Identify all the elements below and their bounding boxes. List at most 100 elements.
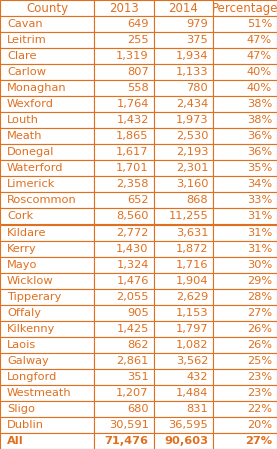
Bar: [0, 0, 94, 16]
Bar: [213, 417, 277, 433]
Bar: [213, 208, 277, 224]
Text: 3,562: 3,562: [176, 356, 208, 366]
Text: Clare: Clare: [7, 51, 36, 61]
Text: Kilkenny: Kilkenny: [7, 324, 55, 334]
Bar: [154, 241, 213, 256]
Bar: [94, 337, 154, 353]
Text: Offaly: Offaly: [7, 308, 41, 318]
Bar: [154, 353, 213, 369]
Bar: [154, 64, 213, 80]
Text: 38%: 38%: [247, 115, 272, 125]
Bar: [0, 305, 94, 321]
Bar: [154, 208, 213, 224]
Bar: [213, 193, 277, 208]
Text: 1,716: 1,716: [176, 260, 208, 269]
Text: Mayo: Mayo: [7, 260, 37, 269]
Bar: [213, 369, 277, 385]
Bar: [154, 224, 213, 241]
Bar: [0, 48, 94, 64]
Bar: [213, 273, 277, 289]
Text: 90,603: 90,603: [164, 436, 208, 446]
Bar: [94, 208, 154, 224]
Text: Wicklow: Wicklow: [7, 276, 53, 286]
Bar: [94, 433, 154, 449]
Text: Longford: Longford: [7, 372, 57, 382]
Text: 38%: 38%: [247, 99, 272, 109]
Bar: [94, 241, 154, 256]
Text: 831: 831: [186, 404, 208, 414]
Text: 3,160: 3,160: [176, 180, 208, 189]
Bar: [0, 80, 94, 96]
Bar: [0, 144, 94, 160]
Bar: [213, 337, 277, 353]
Text: 2,861: 2,861: [116, 356, 149, 366]
Text: 1,153: 1,153: [176, 308, 208, 318]
Bar: [154, 96, 213, 112]
Text: 1,476: 1,476: [116, 276, 149, 286]
Text: 680: 680: [127, 404, 149, 414]
Text: 47%: 47%: [247, 35, 272, 45]
Bar: [0, 96, 94, 112]
Bar: [0, 273, 94, 289]
Text: 1,872: 1,872: [176, 243, 208, 254]
Text: 1,973: 1,973: [176, 115, 208, 125]
Bar: [94, 289, 154, 305]
Bar: [94, 224, 154, 241]
Text: 26%: 26%: [247, 340, 272, 350]
Text: 255: 255: [127, 35, 149, 45]
Text: 1,082: 1,082: [176, 340, 208, 350]
Text: All: All: [7, 436, 24, 446]
Text: Cork: Cork: [7, 211, 33, 221]
Bar: [154, 16, 213, 32]
Bar: [213, 160, 277, 176]
Bar: [154, 0, 213, 16]
Text: 1,797: 1,797: [176, 324, 208, 334]
Bar: [94, 321, 154, 337]
Bar: [0, 417, 94, 433]
Bar: [94, 417, 154, 433]
Text: 1,617: 1,617: [116, 147, 149, 157]
Text: 2013: 2013: [109, 1, 139, 14]
Text: 649: 649: [127, 19, 149, 29]
Bar: [213, 241, 277, 256]
Text: Leitrim: Leitrim: [7, 35, 47, 45]
Bar: [0, 64, 94, 80]
Bar: [213, 64, 277, 80]
Bar: [94, 353, 154, 369]
Text: 1,133: 1,133: [176, 67, 208, 77]
Bar: [0, 369, 94, 385]
Bar: [154, 193, 213, 208]
Text: 23%: 23%: [247, 372, 272, 382]
Bar: [94, 401, 154, 417]
Text: 27%: 27%: [247, 308, 272, 318]
Text: 8,560: 8,560: [116, 211, 149, 221]
Bar: [213, 289, 277, 305]
Bar: [0, 385, 94, 401]
Text: Kerry: Kerry: [7, 243, 37, 254]
Text: 25%: 25%: [247, 356, 272, 366]
Bar: [94, 128, 154, 144]
Text: Tipperary: Tipperary: [7, 292, 61, 302]
Bar: [94, 369, 154, 385]
Bar: [154, 433, 213, 449]
Text: 34%: 34%: [247, 180, 272, 189]
Text: Sligo: Sligo: [7, 404, 35, 414]
Text: 40%: 40%: [247, 83, 272, 93]
Text: 1,764: 1,764: [116, 99, 149, 109]
Text: 11,255: 11,255: [168, 211, 208, 221]
Bar: [0, 16, 94, 32]
Text: 1,865: 1,865: [116, 131, 149, 141]
Bar: [154, 144, 213, 160]
Bar: [0, 176, 94, 193]
Bar: [154, 321, 213, 337]
Bar: [213, 353, 277, 369]
Text: 33%: 33%: [247, 195, 272, 206]
Text: 28%: 28%: [247, 292, 272, 302]
Bar: [154, 385, 213, 401]
Text: 1,319: 1,319: [116, 51, 149, 61]
Text: Wexford: Wexford: [7, 99, 54, 109]
Bar: [0, 160, 94, 176]
Bar: [0, 256, 94, 273]
Text: Kildare: Kildare: [7, 228, 47, 238]
Text: 2,358: 2,358: [116, 180, 149, 189]
